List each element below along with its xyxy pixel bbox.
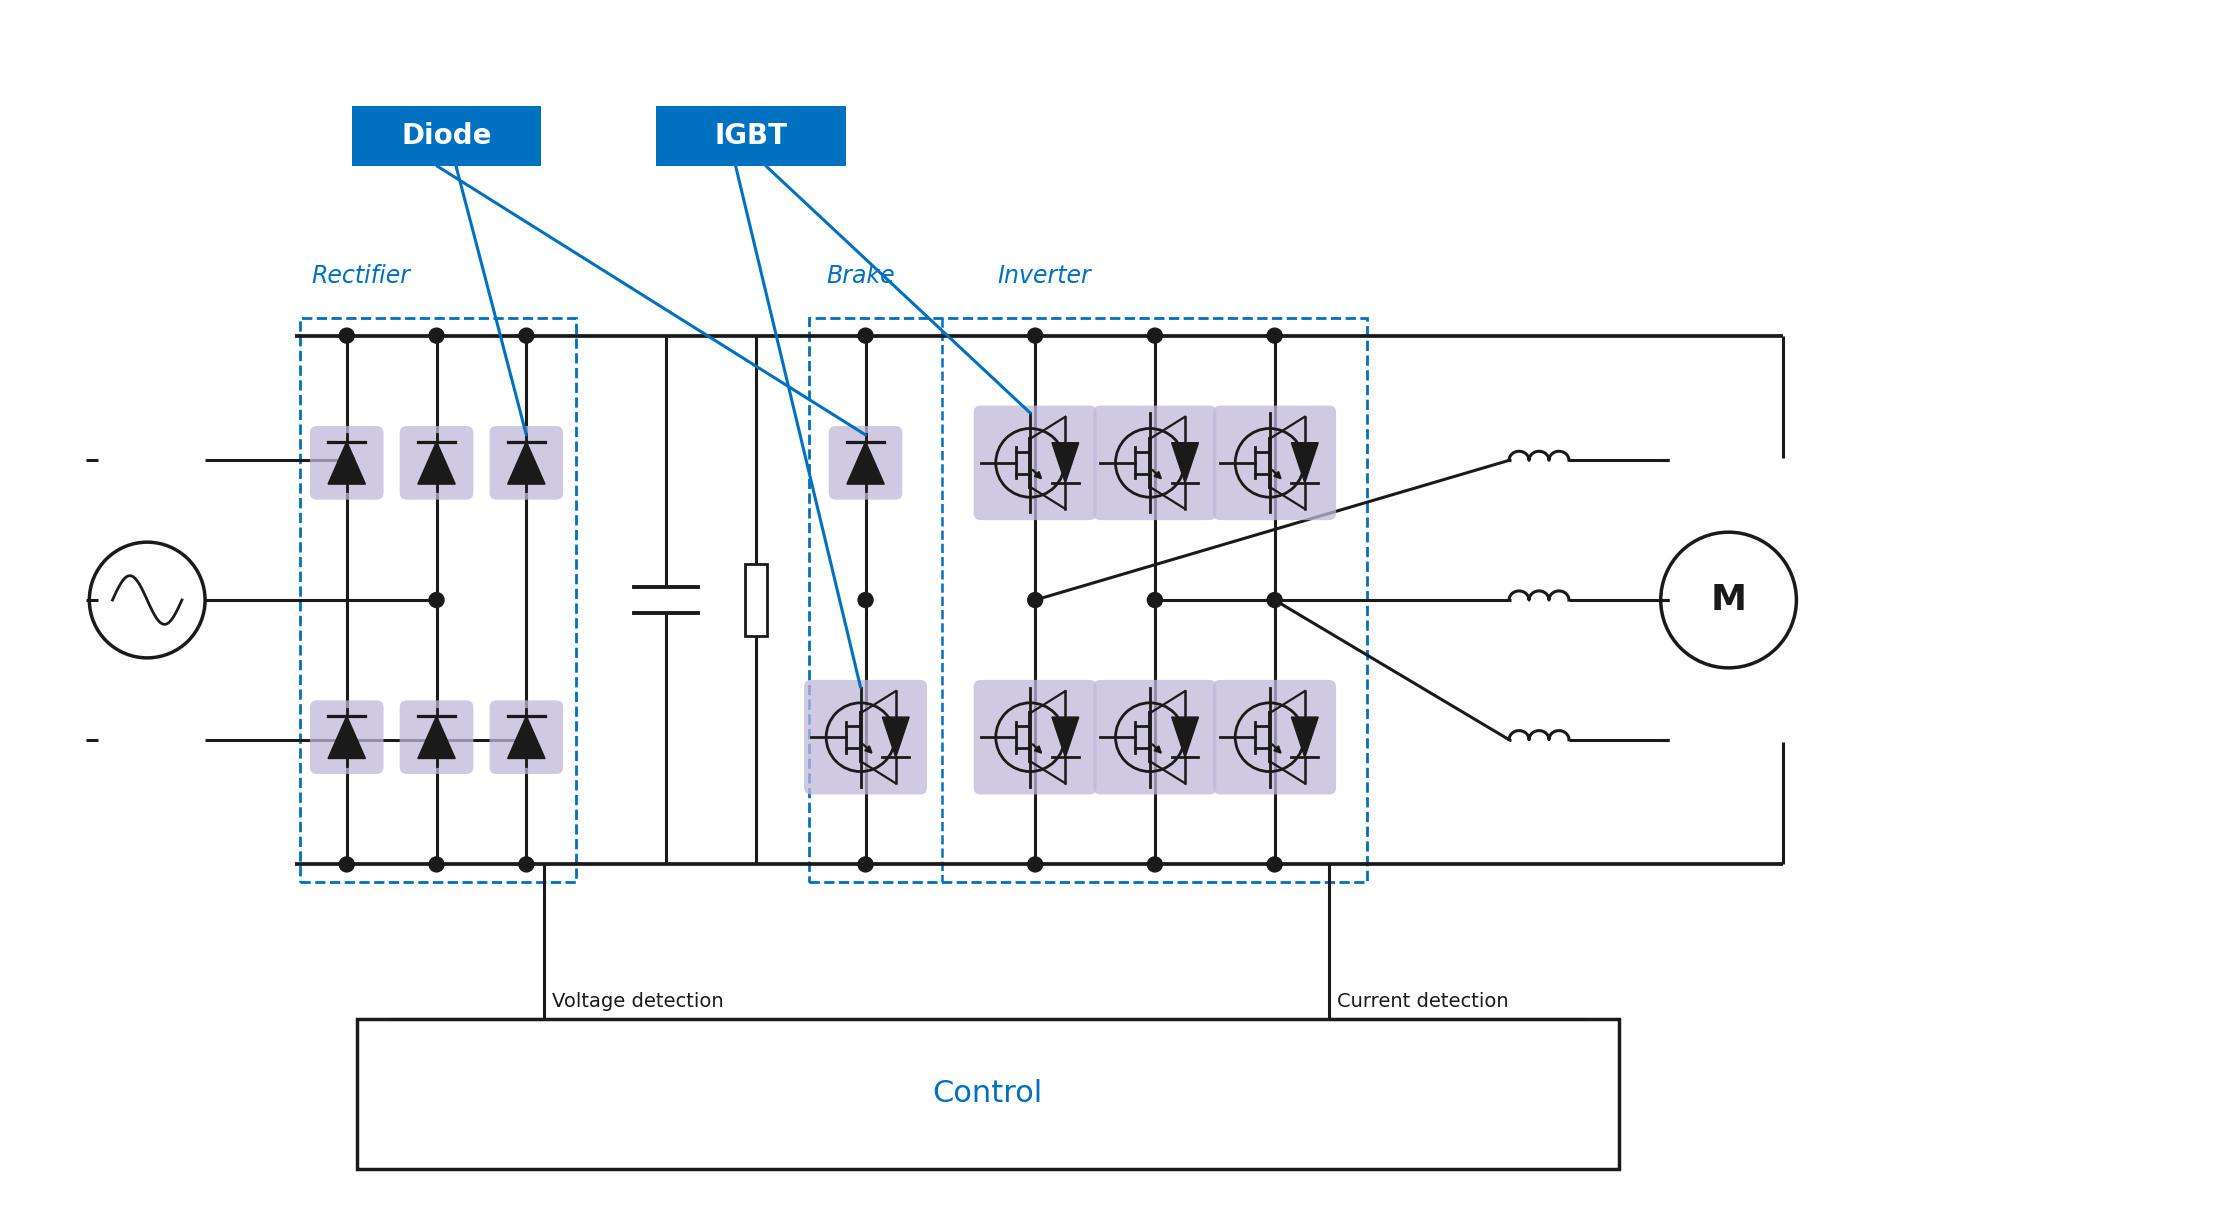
Circle shape — [339, 453, 354, 468]
FancyBboxPatch shape — [803, 680, 927, 795]
Polygon shape — [1051, 442, 1078, 482]
FancyBboxPatch shape — [1093, 680, 1217, 795]
Text: Control: Control — [932, 1079, 1042, 1108]
Polygon shape — [507, 716, 544, 758]
Circle shape — [429, 857, 445, 872]
Circle shape — [339, 328, 354, 343]
Circle shape — [1027, 593, 1042, 608]
Text: Voltage detection: Voltage detection — [553, 993, 724, 1011]
Circle shape — [429, 593, 445, 608]
Polygon shape — [1292, 717, 1319, 757]
Circle shape — [859, 857, 874, 872]
Polygon shape — [328, 716, 365, 758]
Circle shape — [1146, 593, 1162, 608]
Polygon shape — [328, 441, 365, 484]
FancyBboxPatch shape — [352, 106, 542, 166]
Polygon shape — [848, 441, 885, 484]
FancyBboxPatch shape — [489, 426, 562, 499]
FancyBboxPatch shape — [655, 106, 845, 166]
Polygon shape — [418, 716, 456, 758]
FancyBboxPatch shape — [974, 680, 1098, 795]
Polygon shape — [1051, 717, 1078, 757]
FancyBboxPatch shape — [1213, 680, 1337, 795]
Circle shape — [339, 857, 354, 872]
Polygon shape — [418, 441, 456, 484]
FancyBboxPatch shape — [310, 700, 383, 774]
FancyBboxPatch shape — [1213, 406, 1337, 520]
Text: Brake: Brake — [828, 264, 896, 288]
Circle shape — [1268, 593, 1281, 608]
Polygon shape — [507, 441, 544, 484]
Circle shape — [1027, 857, 1042, 872]
Polygon shape — [1171, 442, 1199, 482]
FancyBboxPatch shape — [828, 426, 903, 499]
FancyBboxPatch shape — [1093, 406, 1217, 520]
Text: Inverter: Inverter — [998, 264, 1091, 288]
Circle shape — [859, 328, 874, 343]
Circle shape — [859, 593, 874, 608]
Circle shape — [1146, 857, 1162, 872]
Bar — [746, 564, 766, 635]
Circle shape — [1268, 857, 1281, 872]
FancyBboxPatch shape — [974, 406, 1098, 520]
Polygon shape — [883, 717, 910, 757]
FancyBboxPatch shape — [401, 700, 474, 774]
Polygon shape — [1171, 717, 1199, 757]
Circle shape — [1146, 328, 1162, 343]
Polygon shape — [1292, 442, 1319, 482]
Circle shape — [518, 733, 533, 747]
Text: M: M — [1711, 583, 1746, 617]
Circle shape — [518, 328, 533, 343]
Text: Current detection: Current detection — [1337, 993, 1509, 1011]
Bar — [356, 1019, 1620, 1169]
FancyBboxPatch shape — [489, 700, 562, 774]
FancyBboxPatch shape — [401, 426, 474, 499]
Text: Rectifier: Rectifier — [312, 264, 412, 288]
Text: IGBT: IGBT — [715, 122, 788, 151]
Circle shape — [429, 328, 445, 343]
Circle shape — [518, 857, 533, 872]
Circle shape — [1027, 328, 1042, 343]
Text: Diode: Diode — [401, 122, 491, 151]
FancyBboxPatch shape — [310, 426, 383, 499]
Circle shape — [1268, 328, 1281, 343]
